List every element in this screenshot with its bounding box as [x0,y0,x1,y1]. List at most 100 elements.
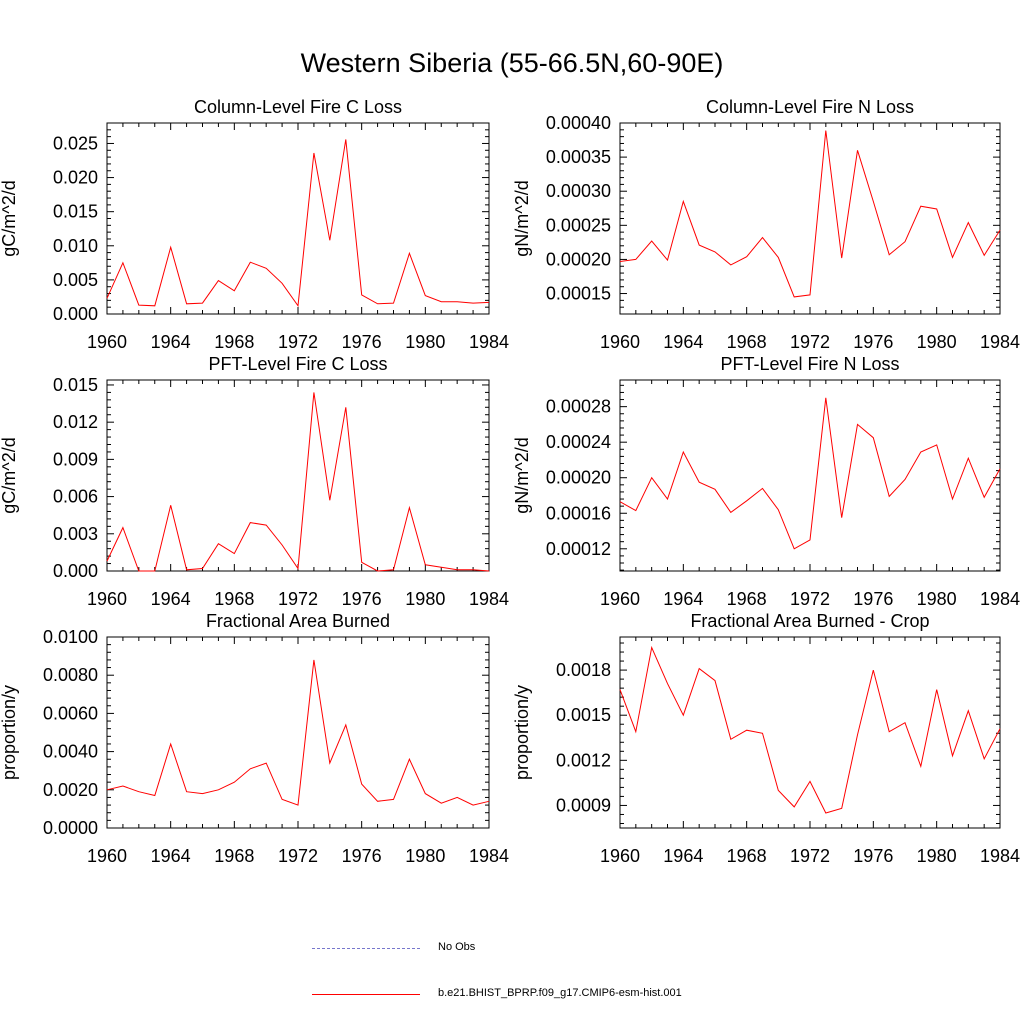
y-tick-label: 0.006 [53,487,98,507]
y-tick-label: 0.0009 [556,795,611,815]
y-tick-label: 0.0018 [556,660,611,680]
x-tick-label: 1968 [727,846,767,866]
plot-frame [106,636,490,829]
x-tick-label: 1968 [727,589,767,609]
x-tick-label: 1960 [600,846,640,866]
x-tick-label: 1976 [342,846,382,866]
chart-panel: Column-Level Fire C Loss gC/m^2/d 1960 1964… [0,97,509,352]
x-tick-label: 1972 [278,589,318,609]
x-tick-label: 1960 [87,846,127,866]
legend-label: b.e21.BHIST_BPRP.f09_g17.CMIP6-esm-hist.… [438,987,682,999]
legend: No Obs b.e21.BHIST_BPRP.f09_g17.CMIP6-es… [312,940,732,1010]
y-tick-label: 0.00030 [546,181,611,201]
x-tick-label: 1976 [853,589,893,609]
chart-panel: Fractional Area Burned proportion/y 1960 19… [0,611,509,866]
x-tick-label: 1968 [214,332,254,352]
y-tick-label: 0.00035 [546,147,611,167]
y-tick-label: 0.015 [53,202,98,222]
x-tick-label: 1980 [405,589,445,609]
legend-item-no-obs: No Obs [312,941,732,957]
x-tick-label: 1972 [278,846,318,866]
chart-panel: Column-Level Fire N Loss gN/m^2/d 1960 1964… [512,97,1020,352]
y-tick-label: 0.020 [53,168,98,188]
y-tick-label: 0.0080 [43,665,98,685]
y-tick-label: 0.00025 [546,215,611,235]
plot-frame [619,636,1001,829]
x-tick-label: 1980 [917,846,957,866]
x-tick-label: 1984 [980,332,1020,352]
series-line [106,392,490,572]
x-tick-label: 1960 [87,589,127,609]
plot-frame [619,379,1001,572]
y-tick-label: 0.015 [53,375,98,395]
x-tick-label: 1980 [917,589,957,609]
chart-panel: PFT-Level Fire C Loss gC/m^2/d 1960 1964 196… [0,354,509,609]
y-axis-label: gN/m^2/d [512,437,532,513]
x-tick-label: 1960 [600,332,640,352]
chart-panel: Fractional Area Burned - Crop proportion/… [512,611,1020,866]
x-tick-label: 1964 [663,332,703,352]
x-tick-label: 1964 [663,589,703,609]
x-tick-label: 1972 [790,846,830,866]
y-tick-label: 0.0100 [43,627,98,647]
y-tick-label: 0.0012 [556,750,611,770]
x-tick-label: 1984 [469,846,509,866]
y-tick-label: 0.00040 [546,113,611,133]
panel-title: PFT-Level Fire C Loss [208,354,387,374]
x-tick-label: 1976 [342,589,382,609]
y-tick-label: 0.0020 [43,780,98,800]
x-tick-label: 1976 [853,846,893,866]
y-tick-label: 0.000 [53,304,98,324]
series-line [619,397,1001,550]
legend-line-solid [312,994,420,995]
x-tick-label: 1964 [663,846,703,866]
y-tick-label: 0.009 [53,449,98,469]
x-tick-label: 1968 [214,589,254,609]
x-tick-label: 1984 [469,589,509,609]
y-tick-label: 0.00024 [546,432,611,452]
y-tick-label: 0.005 [53,270,98,290]
y-tick-label: 0.0060 [43,703,98,723]
x-tick-label: 1976 [853,332,893,352]
y-tick-label: 0.000 [53,561,98,581]
legend-item-model: b.e21.BHIST_BPRP.f09_g17.CMIP6-esm-hist.… [312,987,732,1003]
y-axis-label: gN/m^2/d [512,180,532,256]
y-tick-label: 0.025 [53,133,98,153]
y-tick-label: 0.00012 [546,539,611,559]
x-tick-label: 1980 [405,846,445,866]
y-axis-label: proportion/y [0,685,19,780]
plot-frame [619,122,1001,315]
x-tick-label: 1984 [469,332,509,352]
x-tick-label: 1984 [980,846,1020,866]
y-tick-label: 0.003 [53,524,98,544]
panel-title: Fractional Area Burned - Crop [690,611,929,631]
y-axis-label: gC/m^2/d [0,180,19,256]
x-tick-label: 1980 [405,332,445,352]
x-tick-label: 1960 [600,589,640,609]
y-tick-label: 0.0040 [43,742,98,762]
x-tick-label: 1972 [790,589,830,609]
y-tick-label: 0.00020 [546,468,611,488]
x-tick-label: 1964 [151,846,191,866]
series-line [106,139,490,308]
panel-title: Column-Level Fire C Loss [194,97,402,117]
y-tick-label: 0.0015 [556,705,611,725]
y-tick-label: 0.012 [53,412,98,432]
plot-frame [106,122,490,315]
x-tick-label: 1960 [87,332,127,352]
x-tick-label: 1968 [214,846,254,866]
panel-title: Column-Level Fire N Loss [706,97,914,117]
y-axis-label: proportion/y [512,685,532,780]
panel-title: Fractional Area Burned [206,611,390,631]
x-tick-label: 1980 [917,332,957,352]
series-line [106,659,490,806]
y-tick-label: 0.00020 [546,249,611,269]
plot-frame [106,379,490,572]
y-tick-label: 0.00016 [546,503,611,523]
legend-label: No Obs [438,941,476,953]
y-tick-label: 0.0000 [43,818,98,838]
x-tick-label: 1972 [790,332,830,352]
x-tick-label: 1968 [727,332,767,352]
x-tick-label: 1972 [278,332,318,352]
